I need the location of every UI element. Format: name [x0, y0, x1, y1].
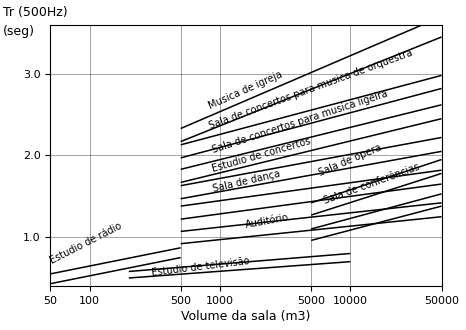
Text: Sala de opera: Sala de opera	[317, 143, 384, 178]
Text: (seg): (seg)	[3, 25, 35, 38]
Text: Sala de concertos para musica ligeira: Sala de concertos para musica ligeira	[211, 89, 389, 155]
Text: Estudio de televisão: Estudio de televisão	[151, 256, 250, 278]
Text: Sala de concertos para musica de orquestra: Sala de concertos para musica de orquest…	[207, 48, 414, 131]
Text: Musica de igreja: Musica de igreja	[207, 69, 284, 111]
Text: Estudio de concertos: Estudio de concertos	[211, 136, 312, 174]
X-axis label: Volume da sala (m3): Volume da sala (m3)	[181, 310, 311, 323]
Text: Tr (500Hz): Tr (500Hz)	[3, 6, 68, 19]
Text: Sala de conferências: Sala de conferências	[322, 162, 421, 206]
Text: Auditório: Auditório	[245, 212, 290, 230]
Text: Sala de dança: Sala de dança	[212, 169, 281, 194]
Text: Estudio de rádio: Estudio de rádio	[48, 221, 123, 266]
